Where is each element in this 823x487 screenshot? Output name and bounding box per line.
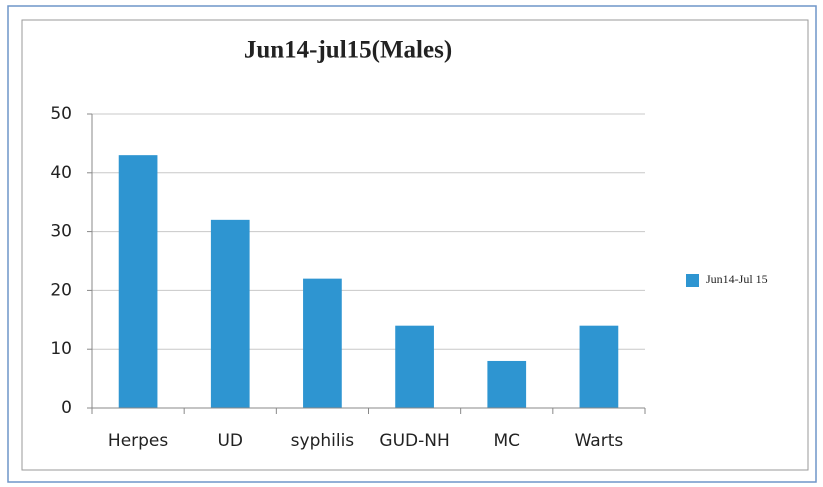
y-tick-label: 10: [50, 339, 72, 359]
bar: [303, 278, 342, 408]
bar: [395, 325, 434, 408]
bar: [118, 155, 158, 408]
x-tick-label: GUD-NH: [379, 431, 449, 451]
x-tick-label: Warts: [575, 431, 624, 451]
legend-label: Jun14-Jul 15: [706, 272, 768, 286]
y-tick-label: 50: [50, 104, 72, 124]
y-tick-label: 40: [50, 163, 72, 183]
y-tick-label: 30: [50, 222, 72, 242]
bar: [487, 360, 527, 408]
x-tick-label: syphilis: [291, 431, 355, 451]
y-tick-label: 20: [50, 280, 72, 300]
legend-swatch: [686, 274, 699, 287]
x-tick-label: Herpes: [108, 431, 168, 451]
x-tick-label: UD: [217, 431, 243, 451]
chart-title: Jun14-jul15(Males): [244, 37, 452, 64]
bar: [210, 219, 250, 408]
x-tick-label: MC: [493, 431, 520, 451]
y-tick-label: 0: [61, 398, 72, 418]
bar: [579, 325, 619, 408]
